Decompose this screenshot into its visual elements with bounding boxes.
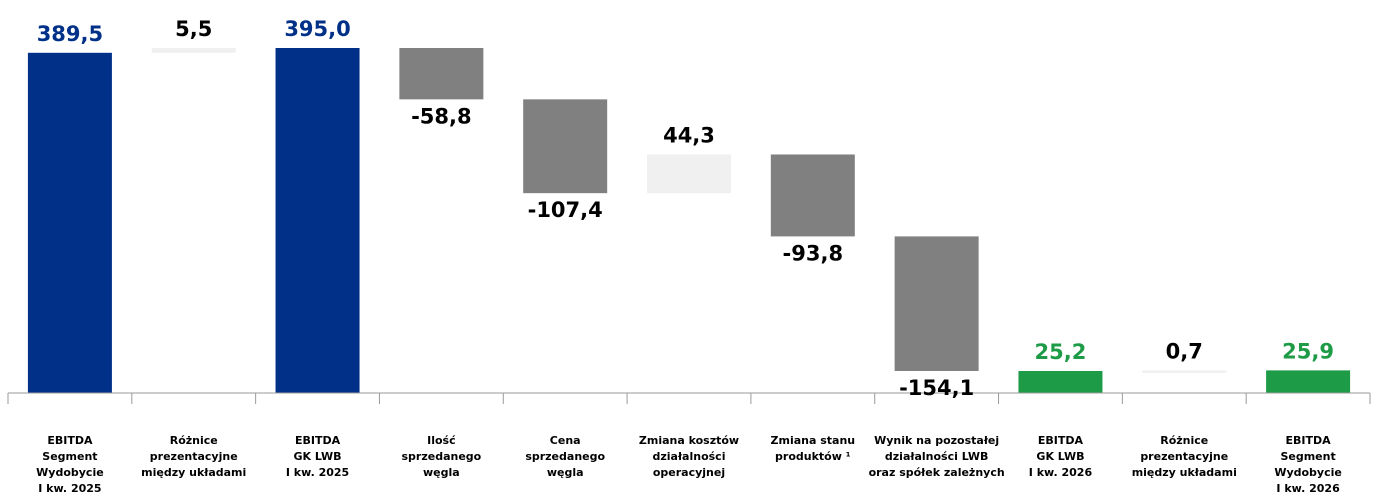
category-label-5-line-1: działalności — [653, 450, 726, 463]
category-label-0-line-3: I kw. 2025 — [38, 482, 101, 495]
bars-layer — [27, 48, 1351, 393]
category-label-2: EBITDA GK LWB I kw. 2025 — [286, 434, 349, 479]
value-label-1: 5,5 — [175, 17, 212, 41]
category-label-4-line-2: węgla — [547, 466, 584, 479]
bar-7 — [894, 236, 979, 371]
category-label-9-line-2: między układami — [1132, 466, 1237, 479]
category-label-3-line-1: sprzedanego — [401, 450, 481, 463]
bar-8 — [1018, 370, 1103, 393]
category-labels: EBITDA Segment Wydobycie I kw. 2025 Różnice p… — [36, 434, 1342, 495]
bar-5 — [647, 154, 731, 194]
category-label-9-line-0: Różnice — [1160, 434, 1208, 447]
category-label-6: Zmiana stanu produktów ¹ — [771, 434, 856, 463]
category-label-1-line-1: prezentacyjne — [150, 450, 238, 463]
category-label-7: Wynik na pozostałej działalności LWB oraz … — [869, 434, 1005, 479]
bar-4 — [523, 99, 608, 194]
category-label-7-line-0: Wynik na pozostałej — [874, 434, 999, 447]
category-label-3: Ilość sprzedanego węgla — [401, 434, 481, 479]
category-label-3-line-2: węgla — [423, 466, 460, 479]
category-label-0: EBITDA Segment Wydobycie I kw. 2025 — [36, 434, 104, 495]
value-label-8: 25,2 — [1035, 340, 1087, 364]
x-axis — [7, 392, 1371, 404]
category-label-2-line-2: I kw. 2025 — [286, 466, 349, 479]
category-label-6-line-0: Zmiana stanu — [771, 434, 856, 447]
value-label-5: 44,3 — [663, 123, 715, 147]
value-label-4: -107,4 — [528, 198, 603, 222]
category-label-3-line-0: Ilość — [427, 434, 456, 447]
category-label-8-line-0: EBITDA — [1038, 434, 1084, 447]
bar-9 — [1142, 370, 1227, 373]
category-label-10-line-2: Wydobycie — [1274, 466, 1342, 479]
bar-0 — [27, 52, 112, 393]
value-label-2: 395,0 — [284, 17, 350, 41]
category-label-4-line-0: Cena — [550, 434, 581, 447]
category-label-4: Cena sprzedanego węgla — [525, 434, 605, 479]
category-label-6-line-1: produktów ¹ — [775, 450, 851, 463]
category-label-2-line-1: GK LWB — [294, 450, 342, 463]
category-label-8-line-1: GK LWB — [1036, 450, 1084, 463]
category-label-1-line-2: między układami — [141, 466, 246, 479]
bar-2 — [275, 48, 360, 393]
category-label-0-line-0: EBITDA — [47, 434, 93, 447]
category-label-10-line-1: Segment — [1280, 450, 1335, 463]
category-label-8: EBITDA GK LWB I kw. 2026 — [1029, 434, 1093, 479]
bar-6 — [770, 154, 855, 237]
value-labels: 389,5 5,5 395,0 -58,8 -107,4 44,3 -93,8 -154,1 2… — [37, 17, 1334, 400]
value-label-0: 389,5 — [37, 22, 103, 46]
value-label-6: -93,8 — [783, 241, 844, 265]
category-label-2-line-0: EBITDA — [295, 434, 341, 447]
category-label-7-line-1: działalności LWB — [885, 450, 988, 463]
category-label-5-line-0: Zmiana kosztów — [639, 434, 739, 447]
category-label-10-line-3: I kw. 2026 — [1276, 482, 1340, 495]
category-label-10: EBITDA Segment Wydobycie I kw. 2026 — [1274, 434, 1342, 495]
category-label-1: Różnice prezentacyjne między układami — [141, 434, 246, 479]
category-label-0-line-2: Wydobycie — [36, 466, 104, 479]
category-label-0-line-1: Segment — [42, 450, 97, 463]
category-label-5-line-2: operacyjnej — [653, 466, 725, 479]
value-label-9: 0,7 — [1166, 339, 1203, 363]
bar-3 — [399, 48, 484, 100]
value-label-10: 25,9 — [1282, 339, 1334, 363]
value-label-3: -58,8 — [411, 104, 472, 128]
category-label-10-line-0: EBITDA — [1286, 434, 1332, 447]
bar-10 — [1266, 370, 1351, 393]
category-label-9: Różnice prezentacyjne między układami — [1132, 434, 1237, 479]
category-label-5: Zmiana kosztów działalności operacyjnej — [639, 434, 739, 479]
category-label-9-line-1: prezentacyjne — [1140, 450, 1228, 463]
value-label-7: -154,1 — [899, 376, 974, 400]
bar-1 — [151, 48, 236, 53]
category-label-7-line-2: oraz spółek zależnych — [869, 466, 1005, 479]
category-label-8-line-2: I kw. 2026 — [1029, 466, 1093, 479]
category-label-4-line-1: sprzedanego — [525, 450, 605, 463]
category-label-1-line-0: Różnice — [170, 434, 218, 447]
